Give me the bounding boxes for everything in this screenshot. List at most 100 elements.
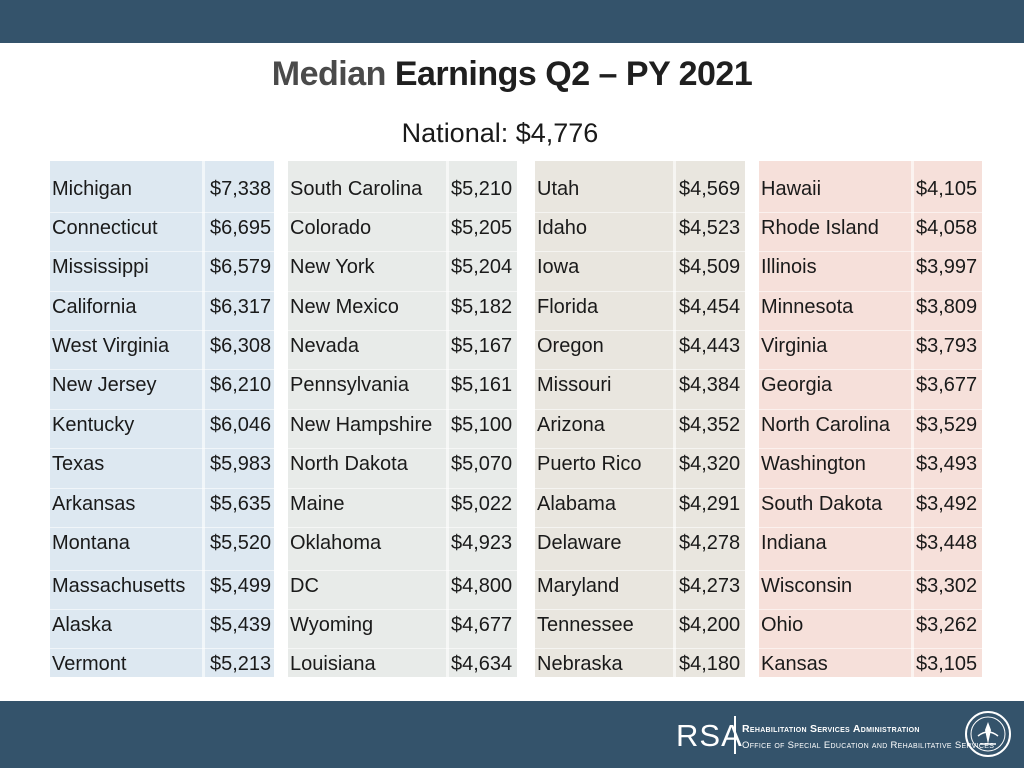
state-name: Washington [761, 453, 866, 475]
earnings-group-1: Michigan $7,338 Connecticut $6,695 Mississip… [50, 161, 274, 677]
state-name: Wyoming [290, 614, 374, 636]
earnings-value: $5,520 [210, 532, 272, 554]
agency-name: Rehabilitation Services Administration [742, 723, 920, 735]
earnings-value: $4,443 [679, 335, 741, 357]
rsa-logo: RSA [676, 718, 743, 753]
state-name: Connecticut [52, 217, 158, 239]
row-divider [535, 251, 745, 252]
state-name: New Mexico [290, 296, 399, 318]
earnings-value: $5,499 [210, 575, 272, 597]
column-separator [446, 161, 449, 677]
earnings-value: $6,695 [210, 217, 272, 239]
earnings-value: $4,569 [679, 178, 741, 200]
row-divider [759, 448, 982, 449]
state-name: Virginia [761, 335, 828, 357]
row-divider [759, 409, 982, 410]
state-name: Tennessee [537, 614, 634, 636]
row-divider [288, 609, 517, 610]
state-name: Maryland [537, 575, 620, 597]
state-name: North Dakota [290, 453, 408, 475]
row-divider [759, 369, 982, 370]
state-name: New York [290, 256, 375, 278]
state-name: Delaware [537, 532, 622, 554]
national-median: National: $4,776 [401, 118, 599, 148]
earnings-value: $5,213 [210, 653, 272, 675]
office-name: Office of Special Education and Rehabili… [742, 740, 995, 751]
row-divider [50, 409, 274, 410]
row-divider [50, 330, 274, 331]
earnings-value: $6,210 [210, 374, 272, 396]
row-divider [288, 648, 517, 649]
earnings-value: $6,579 [210, 256, 272, 278]
row-divider [50, 488, 274, 489]
earnings-value: $5,205 [451, 217, 513, 239]
row-divider [535, 291, 745, 292]
earnings-value: $4,291 [679, 493, 741, 515]
earnings-value: $4,352 [679, 414, 741, 436]
earnings-group-2: South Carolina $5,210 Colorado $5,205 New Yo… [288, 161, 517, 677]
row-divider [288, 448, 517, 449]
earnings-value: $3,105 [916, 653, 978, 675]
earnings-value: $3,262 [916, 614, 978, 636]
state-name: New Hampshire [290, 414, 433, 436]
row-divider [535, 212, 745, 213]
earnings-value: $3,793 [916, 335, 978, 357]
row-divider [50, 648, 274, 649]
earnings-value: $5,070 [451, 453, 513, 475]
earnings-value: $6,317 [210, 296, 272, 318]
row-divider [288, 369, 517, 370]
state-name: West Virginia [52, 335, 170, 357]
earnings-value: $4,273 [679, 575, 741, 597]
earnings-group-4: Hawaii $4,105 Rhode Island $4,058 Illinois $3… [759, 161, 982, 677]
earnings-value: $5,182 [451, 296, 513, 318]
row-divider [759, 330, 982, 331]
state-name: Maine [290, 493, 345, 515]
earnings-value: $5,161 [451, 374, 513, 396]
state-name: South Carolina [290, 178, 423, 200]
earnings-value: $5,022 [451, 493, 513, 515]
row-divider [50, 448, 274, 449]
earnings-value: $4,384 [679, 374, 741, 396]
state-name: Idaho [537, 217, 588, 239]
row-divider [535, 488, 745, 489]
earnings-value: $5,439 [210, 614, 272, 636]
row-divider [288, 330, 517, 331]
earnings-value: $4,320 [679, 453, 741, 475]
earnings-value: $4,180 [679, 653, 741, 675]
row-divider [288, 212, 517, 213]
top-banner [0, 0, 1024, 43]
earnings-value: $5,204 [451, 256, 513, 278]
earnings-value: $5,167 [451, 335, 513, 357]
footer-banner [0, 701, 1024, 768]
state-name: Iowa [537, 256, 580, 278]
state-name: Kentucky [52, 414, 135, 436]
row-divider [50, 212, 274, 213]
state-name: Utah [537, 178, 580, 200]
row-divider [50, 527, 274, 528]
earnings-value: $5,983 [210, 453, 272, 475]
earnings-value: $5,635 [210, 493, 272, 515]
earnings-value: $4,105 [916, 178, 978, 200]
state-name: Indiana [761, 532, 827, 554]
earnings-value: $3,677 [916, 374, 978, 396]
earnings-value: $3,997 [916, 256, 978, 278]
state-name: Missouri [537, 374, 612, 396]
row-divider [50, 609, 274, 610]
earnings-value: $4,923 [451, 532, 513, 554]
row-divider [535, 527, 745, 528]
state-name: California [52, 296, 137, 318]
state-name: Massachusetts [52, 575, 186, 597]
state-name: Puerto Rico [537, 453, 642, 475]
earnings-value: $4,800 [451, 575, 513, 597]
state-name: Montana [52, 532, 130, 554]
state-name: Kansas [761, 653, 828, 675]
row-divider [535, 570, 745, 571]
row-divider [759, 251, 982, 252]
earnings-value: $3,448 [916, 532, 978, 554]
earnings-value: $5,210 [451, 178, 513, 200]
state-name: Michigan [52, 178, 133, 200]
department-seal-icon [965, 711, 1011, 757]
state-name: Mississippi [52, 256, 149, 278]
column-separator [911, 161, 914, 677]
row-divider [288, 488, 517, 489]
